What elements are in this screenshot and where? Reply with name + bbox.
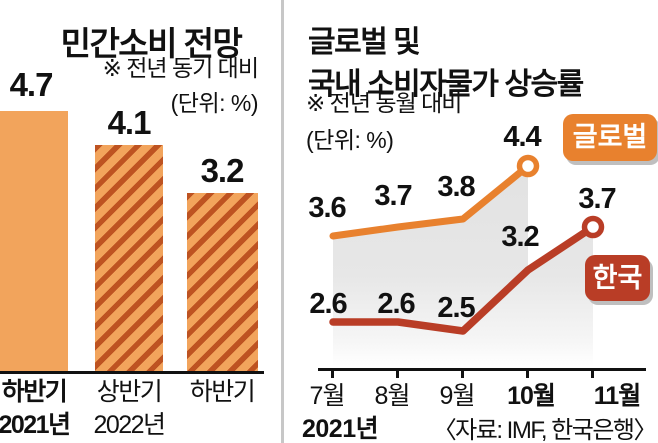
- bar-category-2: 상반기 2022년: [87, 376, 171, 442]
- axis-tick-jul: [331, 371, 334, 378]
- korea-point-label-aug: 2.6: [377, 288, 415, 320]
- panel-divider: [281, 0, 284, 443]
- bar-2022-h2: [187, 193, 258, 372]
- korea-endpoint-marker: [581, 215, 605, 239]
- bar-category-1-line2: 2021년: [0, 411, 71, 439]
- korea-point-label-jul: 2.6: [309, 288, 347, 320]
- bar-category-2-line1: 상반기: [96, 378, 163, 406]
- right-chart-title-line2: 국내 소비자물가 상승률: [308, 68, 584, 102]
- global-point-label-aug: 3.7: [374, 180, 412, 212]
- bar-category-2-line2: 2022년: [93, 411, 166, 439]
- bar-2021-h2: [0, 111, 68, 372]
- x-label-nov: 11월: [593, 382, 641, 410]
- right-chart-basis-note: ※ 전년 동월 대비: [306, 90, 462, 116]
- left-chart-baseline: [0, 371, 264, 374]
- global-point-label-jul: 3.6: [308, 192, 346, 224]
- left-chart-unit-note: (단위: %): [170, 90, 259, 116]
- korea-point-label-oct: 3.2: [501, 221, 539, 253]
- right-chart-title-line1: 글로벌 및: [308, 26, 421, 60]
- line-chart-plot: [329, 154, 605, 366]
- x-axis-line: [318, 368, 646, 371]
- bar-value-label-2: 4.1: [107, 104, 152, 141]
- bar-category-1: 하반기 2021년: [0, 376, 76, 442]
- axis-tick-oct: [526, 371, 529, 378]
- bar-category-3: 하반기: [180, 376, 264, 409]
- korea-point-label-sep: 2.5: [437, 292, 475, 324]
- area-fill-shape: [333, 166, 593, 366]
- left-chart-title: 민간소비 전망: [60, 25, 243, 63]
- x-axis-year-label: 2021년: [302, 415, 379, 443]
- legend-badge-global: 글로벌: [563, 114, 657, 161]
- bar-value-label-1: 4.7: [9, 66, 54, 103]
- bar-2022-h1: [95, 145, 163, 372]
- right-chart-unit-note: (단위: %): [306, 127, 394, 153]
- global-point-label-oct: 4.4: [503, 121, 541, 153]
- korea-line: [329, 223, 597, 335]
- bar-value-label-3: 3.2: [200, 152, 245, 189]
- global-line: [329, 162, 532, 240]
- x-label-oct: 10월: [507, 382, 556, 410]
- x-label-sep: 9월: [439, 382, 476, 410]
- source-credit: 〈자료: IMF, 한국은행〉: [432, 417, 658, 443]
- x-label-jul: 7월: [309, 382, 346, 410]
- axis-tick-aug: [396, 371, 399, 378]
- left-chart-basis-note: ※ 전년 동기 대비: [102, 55, 259, 81]
- axis-tick-sep: [461, 371, 464, 378]
- bar-category-3-line1: 하반기: [189, 378, 256, 406]
- korea-point-label-nov: 3.7: [578, 183, 616, 215]
- global-point-label-sep: 3.8: [437, 171, 475, 203]
- axis-tick-nov: [591, 371, 594, 378]
- bar-category-1-line1: 하반기: [1, 378, 68, 406]
- x-label-aug: 8월: [374, 382, 411, 410]
- global-endpoint-marker: [516, 154, 540, 178]
- legend-badge-korea: 한국: [585, 255, 650, 301]
